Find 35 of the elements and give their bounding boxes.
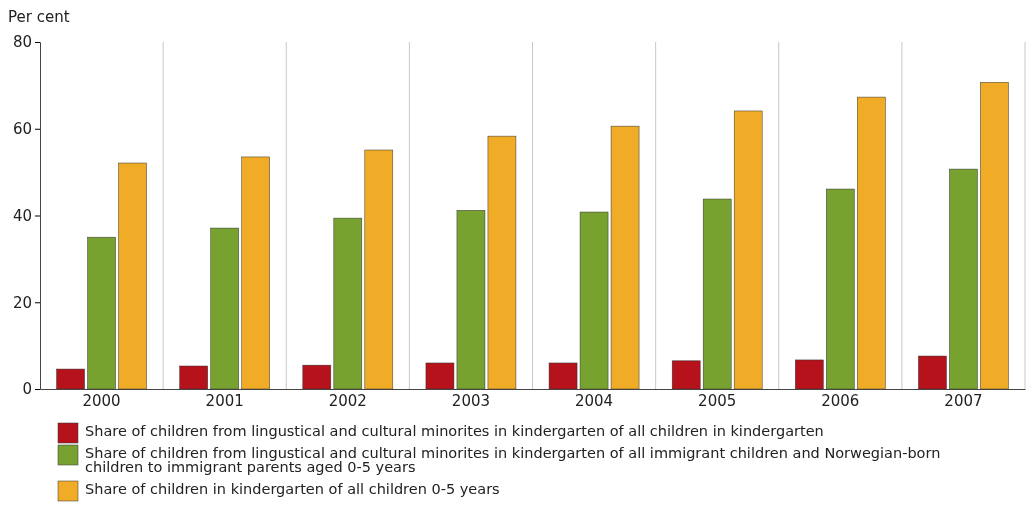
bar (210, 227, 239, 390)
y-tick-label: 20 (12, 293, 32, 312)
y-tick-label: 60 (12, 120, 32, 139)
bar (364, 149, 394, 390)
y-tick-label: 0 (22, 380, 32, 399)
x-tick-label: 2000 (82, 391, 121, 410)
y-tick-label: 40 (12, 206, 32, 225)
x-tick-label: 2003 (451, 391, 491, 410)
bar (949, 168, 978, 390)
bar (702, 198, 732, 390)
bar (302, 364, 332, 390)
x-tick-label: 2007 (944, 391, 983, 410)
x-tick-label: 2001 (205, 391, 244, 410)
bar (333, 217, 363, 390)
bar (56, 368, 85, 390)
bar (733, 110, 763, 390)
bar (118, 162, 147, 390)
bar (241, 156, 270, 390)
legend-label: Share of children from lingustical and cultural minorites in kindergarten of all children in kindergarten (85, 423, 824, 439)
y-tick-label: 80 (12, 33, 32, 52)
bar (857, 96, 886, 390)
x-tick-label: 2006 (821, 391, 860, 410)
x-tick-label: 2002 (328, 391, 367, 410)
x-tick-label: 2004 (574, 391, 614, 410)
bar (795, 359, 824, 390)
bar (918, 355, 947, 390)
bar (671, 360, 701, 390)
bar (179, 365, 208, 390)
x-tick-label: 2005 (698, 391, 737, 410)
bar (980, 82, 1009, 390)
bar (826, 188, 855, 390)
bar (87, 236, 116, 390)
legend-label: Share of children from lingustical and cultural minorites in kindergarten of all immigrant children and Norwegian-born children to immigrant parents aged 0-5 years (85, 445, 941, 475)
y-axis-title: Per cent (8, 8, 70, 26)
legend-label: Share of children in kindergarten of all children 0-5 years (85, 481, 500, 497)
